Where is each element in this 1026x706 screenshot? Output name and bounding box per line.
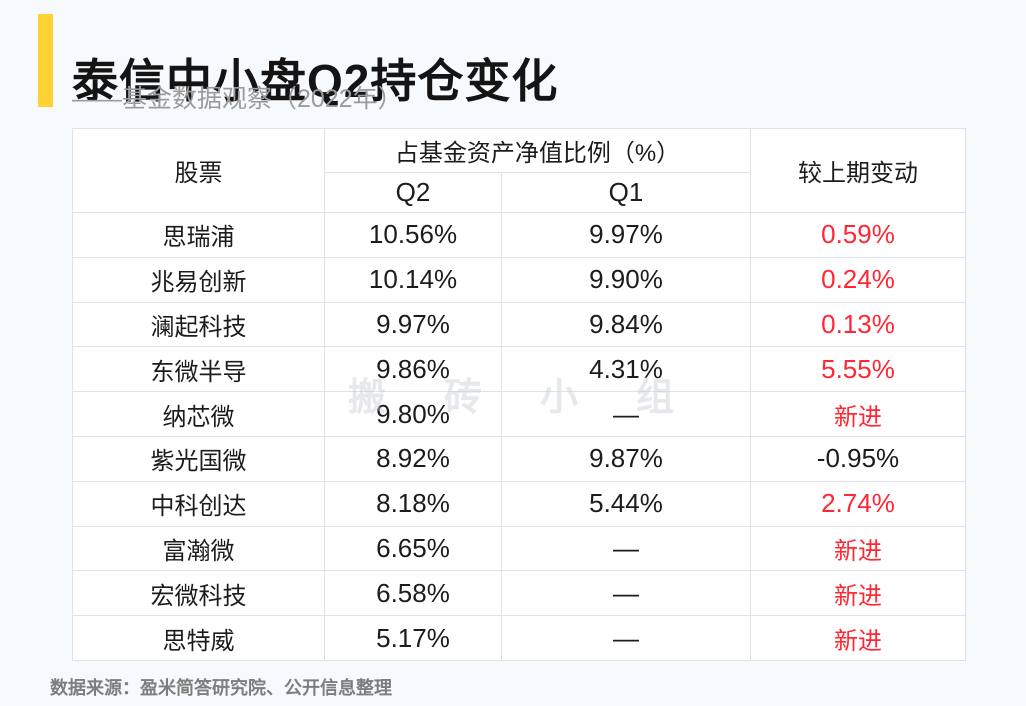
stock-name: 兆易创新: [72, 256, 325, 303]
data-source-note: 数据来源：盈米简答研究院、公开信息整理: [50, 678, 392, 698]
stock-name: 澜起科技: [72, 301, 325, 348]
change-value: 新进: [750, 391, 966, 437]
accent-bar: [38, 14, 53, 107]
q1-value: —: [501, 525, 751, 572]
q2-value: 9.97%: [324, 301, 502, 348]
q1-value: 4.31%: [501, 346, 751, 393]
table-header-row-top: 股票 占基金资产净值比例（%） 较上期变动: [72, 128, 966, 213]
q1-value: —: [501, 391, 751, 437]
change-value: 新进: [750, 525, 966, 572]
stock-name: 宏微科技: [72, 570, 325, 617]
q2-value: 5.17%: [324, 615, 502, 661]
page-title: 泰信中小盘Q2持仓变化: [72, 54, 559, 107]
q2-value: 8.92%: [324, 435, 502, 482]
column-header-q1: Q1: [501, 172, 751, 213]
table-row: 富瀚微 6.65% — 新进: [72, 525, 966, 572]
column-header-q2: Q2: [324, 172, 502, 213]
change-value: -0.95%: [750, 435, 966, 482]
change-value: 2.74%: [750, 480, 966, 527]
holdings-table: 股票 占基金资产净值比例（%） 较上期变动 Q2 Q1 思瑞浦 10.56% 9…: [72, 128, 966, 661]
q1-value: —: [501, 615, 751, 661]
stock-name: 纳芯微: [72, 391, 325, 437]
column-header-stock: 股票: [72, 128, 325, 213]
q1-value: 9.84%: [501, 301, 751, 348]
q2-value: 10.14%: [324, 256, 502, 303]
table-row: 中科创达 8.18% 5.44% 2.74%: [72, 480, 966, 527]
stock-name: 中科创达: [72, 480, 325, 527]
q2-value: 9.80%: [324, 391, 502, 437]
q1-value: 9.90%: [501, 256, 751, 303]
q1-value: 9.97%: [501, 212, 751, 258]
q1-value: 5.44%: [501, 480, 751, 527]
table-row: 纳芯微 9.80% — 新进: [72, 391, 966, 437]
stock-name: 紫光国微: [72, 435, 325, 482]
q2-value: 8.18%: [324, 480, 502, 527]
q2-value: 6.65%: [324, 525, 502, 572]
table-row: 紫光国微 8.92% 9.87% -0.95%: [72, 435, 966, 482]
stock-name: 思瑞浦: [72, 212, 325, 258]
q2-value: 9.86%: [324, 346, 502, 393]
page-subtitle: ——基金数据观察（2022年）: [72, 85, 403, 113]
q1-value: —: [501, 570, 751, 617]
change-value: 5.55%: [750, 346, 966, 393]
column-header-change: 较上期变动: [750, 128, 966, 213]
change-value: 0.24%: [750, 256, 966, 303]
q2-value: 10.56%: [324, 212, 502, 258]
q2-value: 6.58%: [324, 570, 502, 617]
q1-value: 9.87%: [501, 435, 751, 482]
table-row: 思瑞浦 10.56% 9.97% 0.59%: [72, 212, 966, 258]
change-value: 新进: [750, 570, 966, 617]
stock-name: 富瀚微: [72, 525, 325, 572]
change-value: 0.13%: [750, 301, 966, 348]
column-header-ratio-group: 占基金资产净值比例（%）: [324, 128, 751, 173]
stock-name: 东微半导: [72, 346, 325, 393]
stock-name: 思特威: [72, 615, 325, 661]
table-row: 兆易创新 10.14% 9.90% 0.24%: [72, 256, 966, 303]
table-row: 澜起科技 9.97% 9.84% 0.13%: [72, 301, 966, 348]
table-row: 东微半导 9.86% 4.31% 5.55%: [72, 346, 966, 393]
table-row: 思特威 5.17% — 新进: [72, 615, 966, 661]
change-value: 0.59%: [750, 212, 966, 258]
table-header-row-sub: Q2 Q1: [73, 172, 966, 213]
table-row: 宏微科技 6.58% — 新进: [72, 570, 966, 617]
change-value: 新进: [750, 615, 966, 661]
